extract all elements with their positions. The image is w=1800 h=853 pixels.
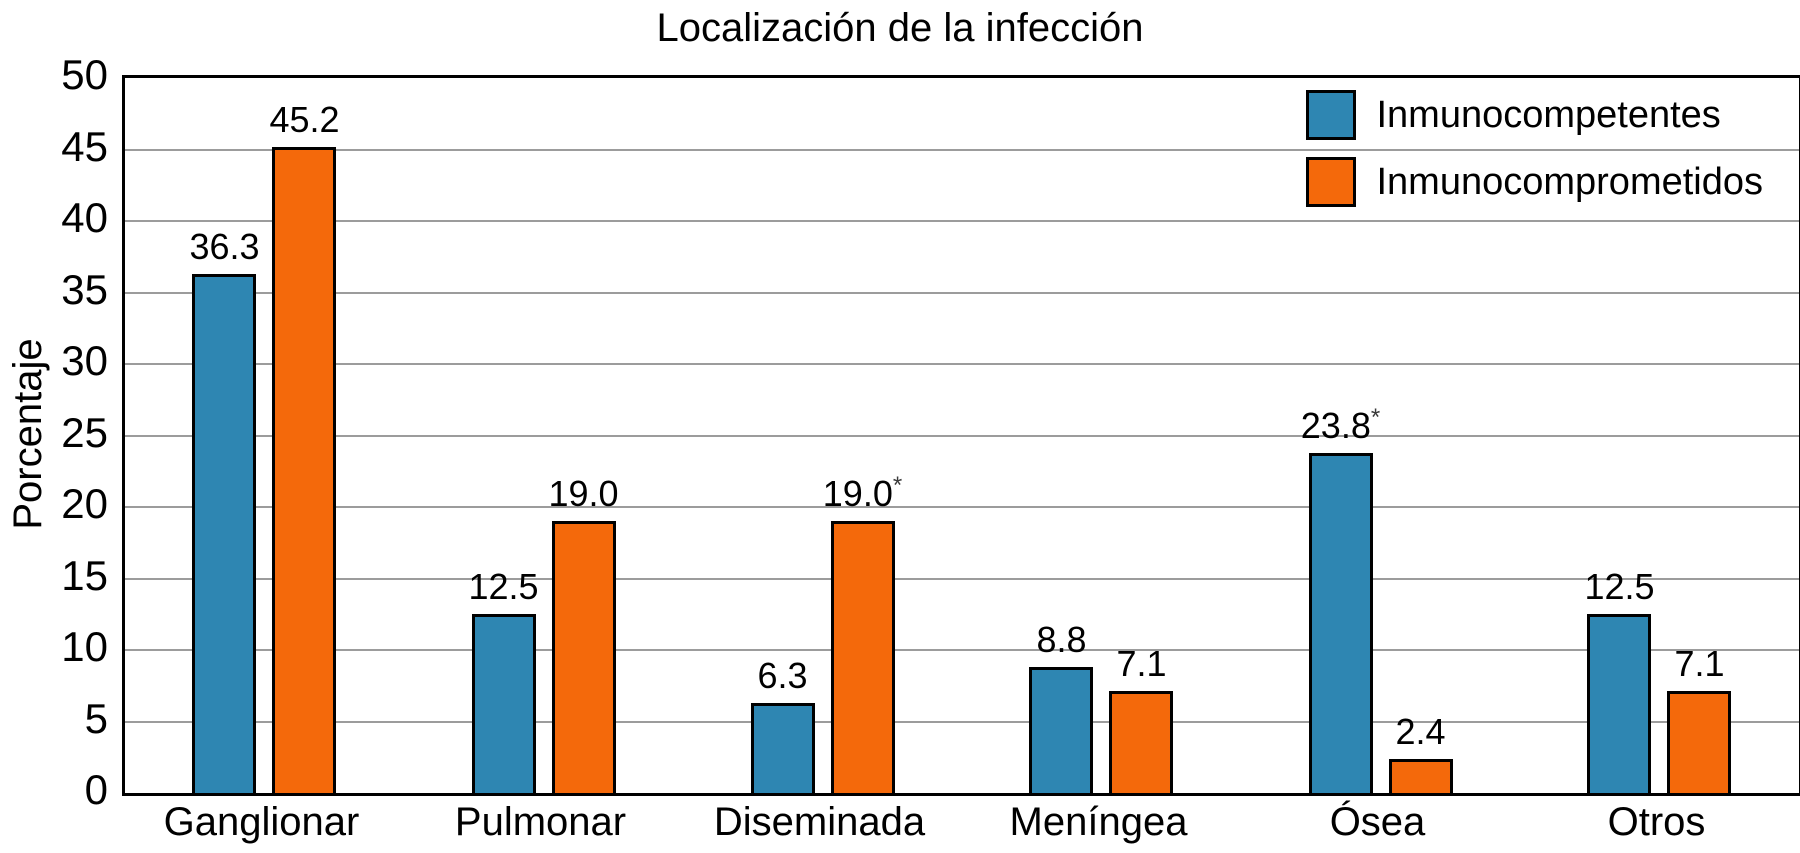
gridline (125, 148, 1799, 151)
bar-value-label: 19.0 (548, 473, 619, 515)
gridline (125, 506, 1799, 508)
bar-inmunocompetentes-ganglionar (192, 273, 257, 793)
bar-value-label: 7.1 (1116, 643, 1167, 685)
bar-value-label: 12.5 (1584, 566, 1655, 608)
y-tick-label: 15 (61, 551, 108, 599)
bar-value-label: 2.4 (1395, 710, 1446, 752)
y-tick-label: 0 (84, 766, 108, 813)
bar-value-label: 6.3 (757, 654, 808, 696)
x-tick-label-otros: Otros (1607, 800, 1706, 844)
legend-item-inmunocomprometidos: Inmunocomprometidos (1306, 157, 1763, 207)
gridline (125, 720, 1799, 723)
bar-inmunocomprometidos-pulmonar (551, 521, 616, 793)
gridline (125, 363, 1799, 365)
y-tick-label: 25 (61, 408, 108, 456)
bar-inmunocompetentes-osea (1308, 452, 1373, 793)
bar-value-label: 8.8 (1036, 619, 1087, 661)
bar-value-label: 45.2 (269, 98, 340, 140)
legend-swatch (1306, 90, 1357, 140)
bar-inmunocompetentes-pulmonar (471, 614, 536, 793)
y-tick-label: 10 (61, 623, 108, 670)
x-tick-label-meningea: Meníngea (1009, 800, 1188, 844)
legend-swatch (1306, 157, 1357, 207)
bar-inmunocomprometidos-osea (1388, 758, 1453, 793)
gridline (125, 649, 1799, 651)
bar-inmunocompetentes-diseminada (750, 702, 815, 793)
gridline (125, 291, 1799, 294)
y-tick-label: 35 (61, 265, 108, 313)
bar-inmunocomprometidos-meningea (1109, 691, 1174, 793)
y-axis-ticks: 0 5 10 15 20 25 30 35 40 45 50 (0, 54, 108, 811)
bar-inmunocompetentes-otros (1587, 614, 1652, 793)
bar-inmunocompetentes-meningea (1029, 667, 1094, 793)
y-tick-label: 40 (61, 194, 108, 241)
x-tick-label-pulmonar: Pulmonar (454, 800, 627, 844)
bar-value-label: 36.3 (189, 225, 260, 267)
bar-value-label: 19.0* (822, 472, 903, 515)
y-tick-label: 20 (61, 480, 108, 527)
legend-label: Inmunocompetentes (1376, 94, 1721, 136)
significance-asterisk: * (1370, 403, 1381, 431)
significance-asterisk: * (892, 472, 903, 500)
gridline (125, 577, 1799, 580)
plot-area: 36.3 12.5 6.3 8.8 23.8* 12.5 45.2 19.0 19.0* 7.1 2… (122, 75, 1800, 796)
bar-inmunocomprometidos-otros (1667, 691, 1732, 793)
gridline (125, 434, 1799, 437)
x-axis-ticks: Ganglionar Pulmonar Diseminada Meníngea Ósea… (122, 800, 1796, 850)
legend-item-inmunocompetentes: Inmunocompetentes (1306, 90, 1763, 140)
x-tick-label-diseminada: Diseminada (713, 800, 926, 844)
bar-value-label: 12.5 (468, 566, 539, 608)
bar-inmunocomprometidos-diseminada (830, 521, 895, 793)
x-tick-label-osea: Ósea (1329, 800, 1426, 844)
chart-title: Localización de la infección (656, 6, 1144, 50)
y-tick-label: 50 (61, 51, 108, 98)
bar-value-label: 23.8* (1300, 403, 1381, 446)
gridline (125, 220, 1799, 222)
y-tick-label: 45 (61, 122, 108, 170)
y-tick-label: 30 (61, 337, 108, 384)
legend: Inmunocompetentes Inmunocomprometidos (1306, 90, 1763, 207)
bar-value-label: 7.1 (1674, 643, 1725, 685)
bar-inmunocomprometidos-ganglionar (272, 146, 337, 793)
x-tick-label-ganglionar: Ganglionar (163, 800, 360, 844)
legend-label: Inmunocomprometidos (1376, 161, 1763, 203)
y-tick-label: 5 (84, 694, 108, 742)
